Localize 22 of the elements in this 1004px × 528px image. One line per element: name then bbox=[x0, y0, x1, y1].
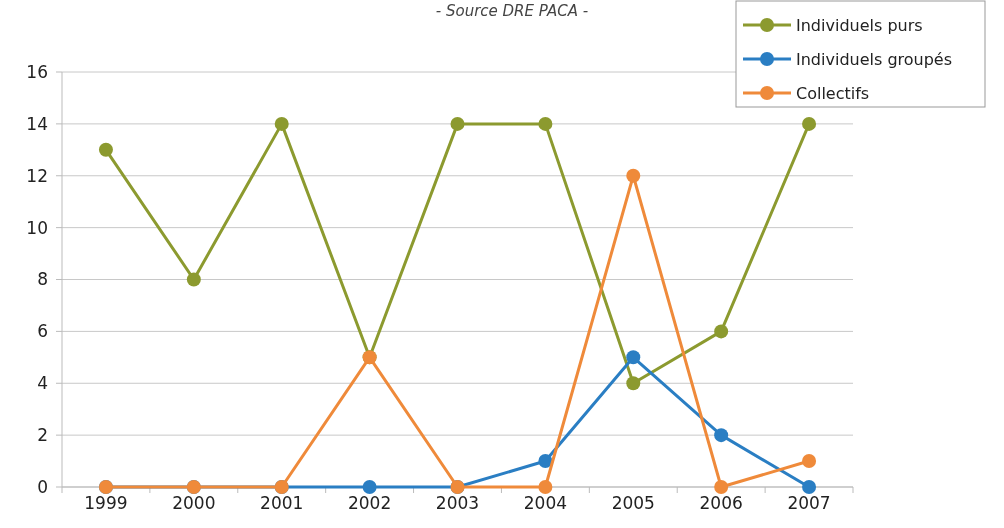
chart-title: - Source DRE PACA - bbox=[435, 2, 589, 20]
legend-label: Collectifs bbox=[796, 83, 870, 103]
x-tick-label: 2000 bbox=[172, 493, 216, 513]
y-tick-label: 16 bbox=[26, 61, 48, 82]
legend-label: Individuels purs bbox=[796, 15, 923, 35]
y-tick-label: 0 bbox=[37, 476, 48, 497]
y-tick-label: 6 bbox=[37, 321, 48, 342]
x-tick-label: 2007 bbox=[787, 493, 831, 513]
y-tick-label: 12 bbox=[26, 165, 48, 186]
legend-label: Individuels groupés bbox=[796, 49, 953, 69]
y-tick-label: 2 bbox=[37, 425, 48, 446]
x-tick-label: 2001 bbox=[260, 493, 304, 513]
x-tick-label: 2006 bbox=[699, 493, 743, 513]
y-tick-label: 8 bbox=[37, 269, 48, 290]
x-tick-label: 2005 bbox=[611, 493, 655, 513]
y-tick-label: 10 bbox=[26, 217, 48, 238]
x-tick-label: 2002 bbox=[347, 493, 392, 513]
x-tick-label: 1999 bbox=[84, 493, 128, 513]
y-tick-label: 4 bbox=[37, 373, 48, 394]
y-tick-label: 14 bbox=[26, 113, 48, 134]
x-tick-label: 2003 bbox=[435, 493, 480, 513]
x-tick-label: 2004 bbox=[523, 493, 568, 513]
